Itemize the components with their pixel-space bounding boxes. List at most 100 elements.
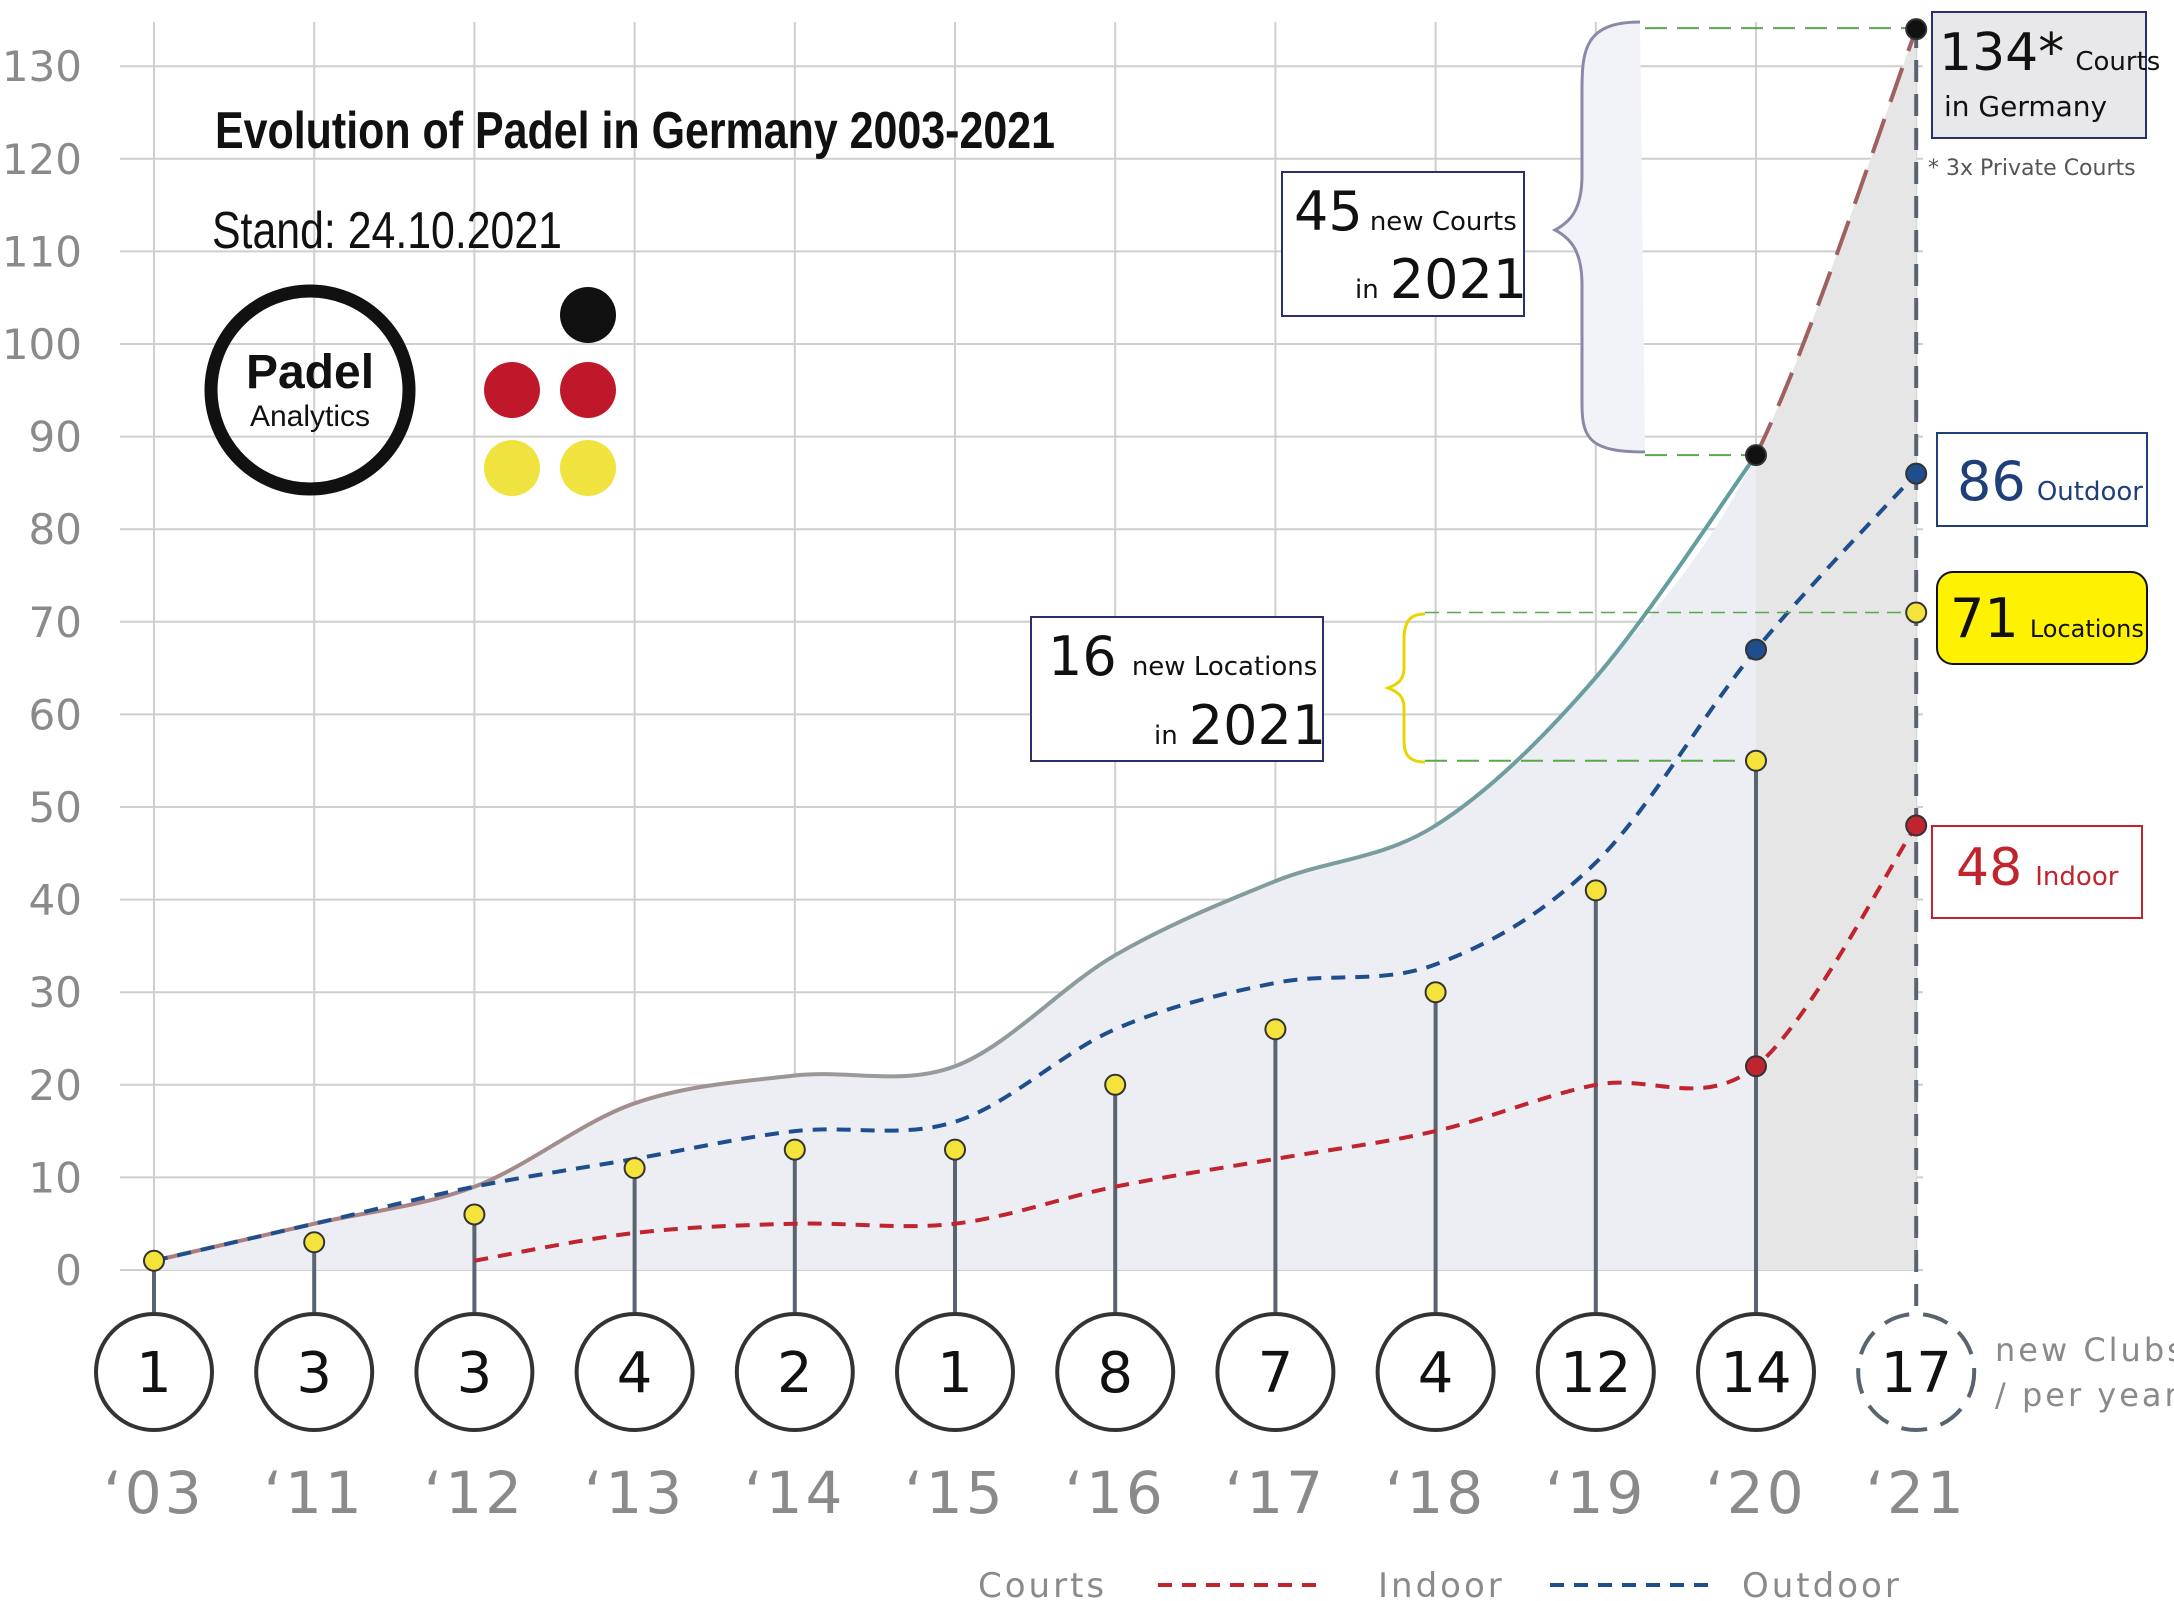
outdoor-point [1745, 638, 1767, 661]
x-tick-label: ‘15 [904, 1459, 1005, 1527]
new-clubs-circle [1856, 1312, 1977, 1432]
logo-dot [560, 440, 616, 496]
new-clubs-count: 4 [617, 1341, 653, 1406]
new-clubs-count: 4 [1418, 1341, 1454, 1406]
courts-total-label-2: in Germany [1944, 90, 2107, 123]
legend-indoor-label: Indoor [1378, 1566, 1505, 1601]
y-tick-label: 120 [2, 135, 82, 184]
y-tick-label: 50 [29, 783, 82, 832]
y-axis-ticks: 0 10 20 30 40 50 60 70 80 90 100 110 120 130 [2, 42, 82, 1295]
indoor-box: 48 Indoor [1931, 825, 2143, 919]
logo-dot [560, 362, 616, 418]
y-tick-label: 110 [2, 227, 82, 276]
new-courts-in: in [1355, 275, 1379, 305]
guides [1425, 27, 1917, 762]
new-locations-box: 16 new Locations in 2021 [1030, 616, 1326, 762]
new-locations-in: in [1154, 721, 1178, 751]
new-clubs-circle [254, 1312, 375, 1432]
new-locations-number: 16 [1048, 625, 1117, 688]
x-tick-label: ‘17 [1225, 1459, 1326, 1527]
y-tick-label: 60 [29, 690, 82, 739]
new-courts-box: 45 new Courts in 2021 [1281, 171, 1527, 317]
y-tick-label: 90 [29, 413, 82, 462]
logo-dot [484, 362, 540, 418]
new-clubs-count: 12 [1560, 1341, 1631, 1406]
x-tick-label: ‘18 [1385, 1459, 1486, 1527]
new-clubs-circle [1535, 1312, 1656, 1432]
locations-number: 71 [1950, 587, 2019, 650]
logo-line-1: Padel [246, 346, 374, 399]
new-clubs-count: 8 [1097, 1341, 1133, 1406]
new-locations-brace [1383, 612, 1426, 764]
svg-text:134* Courts: 134* Courts [1939, 23, 2160, 83]
y-tick-label: 10 [29, 1153, 82, 1202]
locations-label: Locations [2030, 615, 2144, 643]
svg-text:86 Outdoor: 86 Outdoor [1957, 450, 2143, 513]
logo-dot [484, 440, 540, 496]
y-tick-label: 100 [2, 320, 82, 369]
location-point [1584, 879, 1607, 902]
new-clubs-circle [1215, 1312, 1336, 1432]
new-clubs-circle [895, 1312, 1015, 1432]
new-clubs-count: 1 [136, 1341, 172, 1406]
x-tick-label: ‘11 [264, 1459, 365, 1527]
indoor-line [474, 824, 1918, 1263]
new-clubs-circle [574, 1312, 695, 1432]
chart-subtitle: Stand: 24.10.2021 [212, 202, 562, 260]
y-tick-label: 130 [2, 42, 82, 91]
new-clubs-count: 7 [1258, 1341, 1294, 1406]
indoor-point [1745, 1055, 1767, 1078]
padel-analytics-logo: Padel Analytics [204, 284, 416, 496]
location-point [783, 1138, 806, 1161]
courts-total-label: Courts [2075, 47, 2160, 77]
indoor-point [1905, 814, 1928, 837]
x-tick-label: ‘21 [1866, 1459, 1967, 1527]
y-tick-label: 70 [29, 598, 82, 647]
new-clubs-count: 14 [1720, 1341, 1791, 1406]
x-tick-label: ‘20 [1705, 1459, 1806, 1527]
x-tick-label: ‘19 [1545, 1459, 1646, 1527]
logo-line-2: Analytics [250, 400, 370, 433]
location-point [944, 1138, 966, 1161]
new-clubs-circles: 1 3 3 4 2 1 8 7 4 12 14 17 [94, 1312, 1977, 1432]
new-locations-year: 2021 [1189, 694, 1326, 757]
new-clubs-label-1: new Clubs [1995, 1331, 2174, 1369]
location-point [623, 1157, 646, 1180]
x-axis-ticks: ‘03 ‘11 ‘12 ‘13 ‘14 ‘15 ‘16 ‘17 ‘18 ‘19 ‘20 ‘21 [103, 1459, 1967, 1527]
courts-total-box: 134* Courts in Germany [1931, 11, 2160, 139]
courts-footnote: * 3x Private Courts [1928, 156, 2136, 181]
series-lines [153, 28, 1919, 1263]
courts-area-fill [154, 29, 1917, 1271]
svg-text:16 new Locations: 16 new Locations [1048, 625, 1317, 688]
svg-text:in 2021: in 2021 [1355, 248, 1527, 311]
legend: Courts Indoor Outdoor [795, 1566, 1899, 1601]
svg-text:in 2021: in 2021 [1154, 694, 1326, 757]
outdoor-point [1905, 462, 1928, 485]
new-clubs-count: 3 [457, 1341, 493, 1406]
new-clubs-count: 1 [937, 1341, 973, 1406]
y-tick-label: 0 [55, 1246, 82, 1295]
x-tick-label: ‘03 [103, 1459, 204, 1527]
outdoor-label: Outdoor [2037, 477, 2143, 507]
new-locations-label: new Locations [1132, 652, 1318, 682]
locations-box: 71 Locations [1936, 571, 2148, 665]
new-clubs-count: 17 [1881, 1341, 1952, 1406]
location-point [1104, 1073, 1127, 1096]
new-clubs-circle [1055, 1312, 1176, 1432]
new-courts-year: 2021 [1390, 248, 1527, 311]
y-tick-label: 20 [29, 1061, 82, 1110]
location-point [143, 1249, 165, 1272]
courts-total-number: 134* [1939, 23, 2064, 83]
logo-flag-dots [484, 287, 616, 496]
x-tick-label: ‘13 [584, 1459, 685, 1527]
courts-line-2021 [1754, 28, 1919, 457]
outdoor-line [153, 472, 1918, 1263]
location-point [1905, 601, 1928, 624]
new-clubs-circle [414, 1312, 535, 1432]
indoor-label: Indoor [2035, 862, 2118, 892]
x-tick-label: ‘14 [744, 1459, 845, 1527]
chart-title: Evolution of Padel in Germany 2003-2021 [215, 102, 1055, 160]
courts-area-fill-2021 [1756, 29, 1917, 1271]
new-courts-label: new Courts [1370, 207, 1517, 237]
location-point [303, 1231, 326, 1254]
